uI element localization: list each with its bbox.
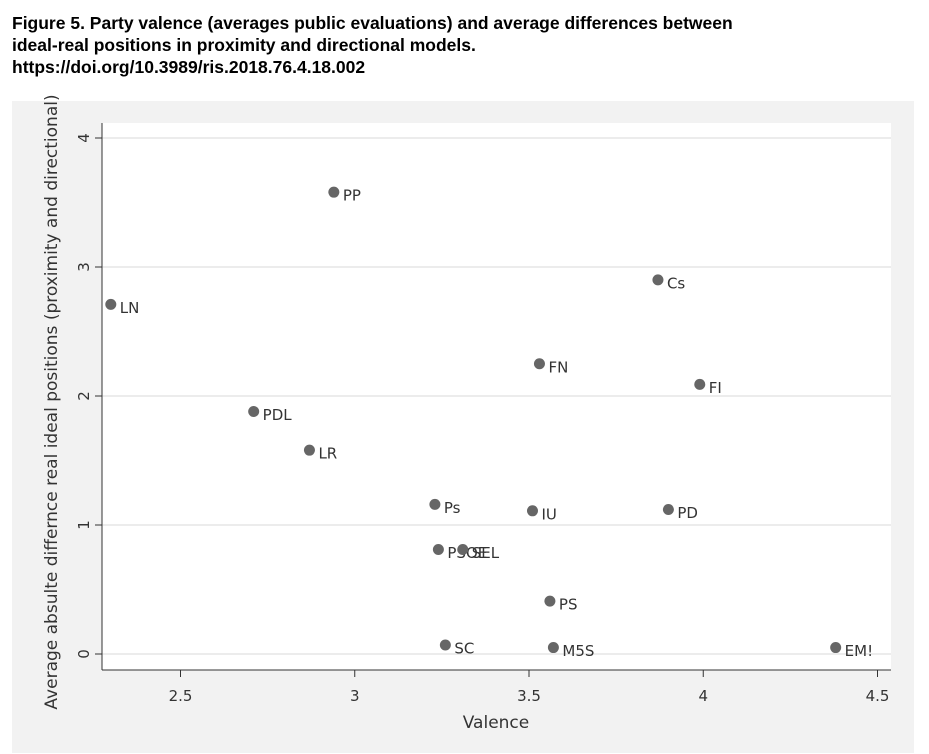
x-tick-label-4: 4.5 (866, 687, 890, 705)
x-axis-ticks: 2.5 3 3.5 4 4.5 (169, 670, 890, 705)
point-ps-group: Ps (429, 498, 461, 517)
data-point-marker (105, 298, 117, 310)
data-point-label: PDL (263, 406, 293, 424)
data-point-label: Cs (667, 274, 685, 292)
point-iu-group: IU (526, 505, 557, 523)
point-sc-group: SC (439, 639, 474, 657)
x-tick-label-2: 3.5 (517, 687, 541, 705)
data-point-marker (303, 444, 315, 456)
data-point-label: SC (454, 639, 474, 657)
data-point-label: SEL (472, 544, 500, 562)
data-point-marker (533, 358, 545, 370)
x-tick-label-0: 2.5 (169, 687, 193, 705)
point-lr-group: LR (303, 444, 337, 463)
data-point-label: EM! (845, 642, 873, 660)
y-tick-label-4: 4 (75, 133, 93, 143)
data-point-marker (429, 498, 441, 510)
data-point-label: LN (120, 299, 140, 317)
point-cs-group: Cs (652, 274, 685, 292)
x-tick-label-1: 3 (350, 687, 360, 705)
figure-doi-line: https://doi.org/10.3989/ris.2018.76.4.18… (12, 57, 366, 77)
x-axis-title: Valence (463, 713, 530, 733)
y-axis-title: Average absulte differnce real ideal pos… (42, 94, 62, 709)
data-point-label: PS (559, 596, 578, 614)
data-point-marker (432, 544, 444, 556)
y-tick-label-2: 2 (75, 391, 93, 401)
y-tick-label-3: 3 (75, 262, 93, 272)
data-point-label: Ps (444, 499, 461, 517)
data-point-marker (439, 639, 451, 651)
point-pdl-group: PDL (248, 405, 293, 424)
data-point-label: M5S (562, 642, 594, 660)
data-point-label: FI (709, 379, 722, 397)
y-axis-ticks: 0 1 2 3 4 (75, 133, 102, 659)
data-point-label: IU (541, 505, 556, 523)
point-pd-group: PD (662, 504, 698, 522)
data-point-marker (328, 186, 340, 198)
point-em--group: EM! (830, 642, 873, 660)
y-tick-label-0: 0 (75, 649, 93, 659)
x-tick-label-3: 4 (698, 687, 708, 705)
y-tick-label-1: 1 (75, 520, 93, 530)
point-fn-group: FN (533, 358, 568, 376)
data-point-marker (652, 274, 664, 286)
data-point-marker (248, 405, 260, 417)
data-point-marker (457, 544, 469, 556)
figure-title-line-1: Figure 5. Party valence (averages public… (12, 13, 733, 33)
data-point-marker (830, 642, 842, 654)
point-pp-group: PP (328, 186, 361, 205)
data-point-label: LR (318, 445, 337, 463)
data-point-marker (544, 595, 556, 607)
point-fi-group: FI (694, 378, 722, 397)
figure-title-line-2: ideal-real positions in proximity and di… (12, 35, 476, 55)
data-point-label: PSOE (447, 544, 487, 562)
grid-lines (102, 137, 891, 655)
data-point-marker (526, 505, 538, 517)
point-ln-group: LN (105, 298, 140, 317)
data-point-marker (694, 378, 706, 390)
data-point-label: FN (548, 358, 568, 376)
data-point-label: PP (343, 187, 361, 205)
data-point-label: PD (677, 504, 698, 522)
point-psoe-group: PSOE (432, 544, 487, 562)
figure-title: Figure 5. Party valence (averages public… (12, 12, 912, 78)
point-ps-group: PS (544, 595, 578, 614)
data-point-marker (547, 642, 559, 654)
point-sel-group: SEL (457, 544, 500, 562)
point-m5s-group: M5S (547, 642, 594, 660)
data-point-marker (662, 504, 674, 516)
